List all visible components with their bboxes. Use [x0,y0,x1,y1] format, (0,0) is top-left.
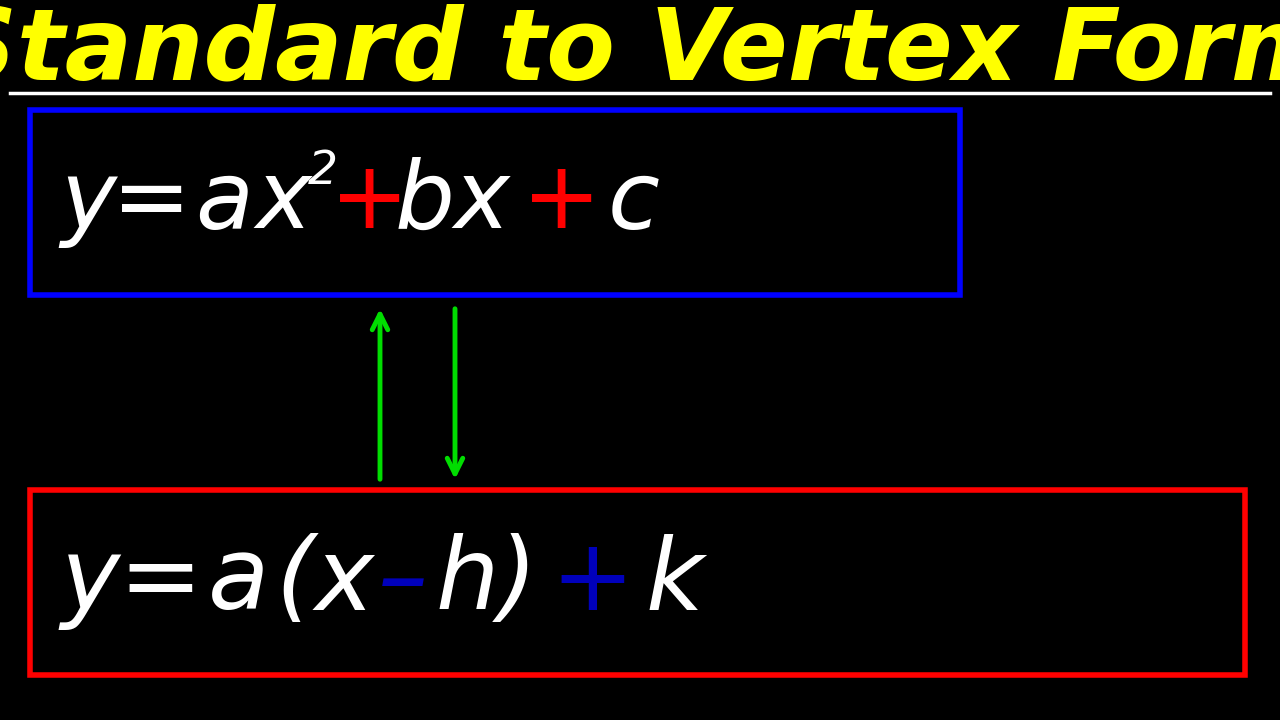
Text: y: y [60,534,119,631]
Text: Standard to Vertex Form: Standard to Vertex Form [0,4,1280,101]
Text: a: a [195,156,253,248]
Text: 2: 2 [308,150,338,194]
Text: y: y [60,156,116,248]
Text: x: x [255,156,311,248]
Text: =: = [118,534,202,631]
Text: +: + [330,156,410,248]
Bar [29,490,1245,675]
Text: a: a [207,534,269,631]
Text: +: + [550,534,634,631]
Text: b: b [396,156,454,248]
Text: c: c [608,156,660,248]
Bar [29,110,960,295]
Text: x: x [315,534,374,631]
Text: k: k [645,534,703,631]
Text: –: – [378,534,428,631]
Text: x: x [453,156,509,248]
Text: (: ( [275,534,314,631]
Text: =: = [113,156,191,248]
Text: +: + [522,156,602,248]
Text: h): h) [435,534,538,631]
